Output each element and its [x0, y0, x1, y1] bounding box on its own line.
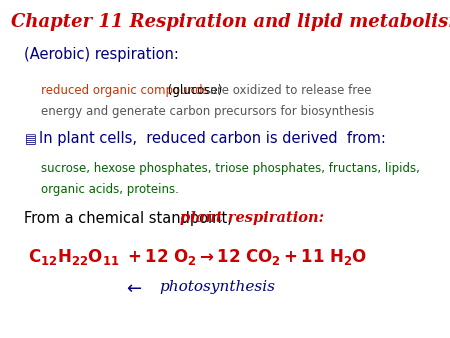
Text: photosynthesis: photosynthesis	[159, 280, 275, 294]
Text: (Aerobic) respiration:: (Aerobic) respiration:	[24, 47, 179, 62]
Text: From a chemical standpoint,: From a chemical standpoint,	[24, 211, 237, 226]
Text: energy and generate carbon precursors for biosynthesis: energy and generate carbon precursors fo…	[41, 105, 374, 118]
Text: sucrose, hexose phosphates, triose phosphates, fructans, lipids,: sucrose, hexose phosphates, triose phosp…	[41, 162, 420, 175]
Text: reduced organic compounds: reduced organic compounds	[41, 83, 209, 97]
Text: plant respiration:: plant respiration:	[180, 211, 324, 225]
Text: organic acids, proteins.: organic acids, proteins.	[41, 184, 179, 196]
Text: ▤: ▤	[24, 133, 36, 146]
Text: ←: ←	[126, 280, 142, 298]
Text: (glucose): (glucose)	[164, 83, 222, 97]
Text: In plant cells,  reduced carbon is derived  from:: In plant cells, reduced carbon is derive…	[39, 131, 386, 146]
Text: $\mathbf{C_{12}H_{22}O_{11}}$$\mathbf{\ +12\ O_2 \rightarrow 12\ CO_2 + 11\ H_2O: $\mathbf{C_{12}H_{22}O_{11}}$$\mathbf{\ …	[28, 247, 367, 267]
Text: Chapter 11 Respiration and lipid metabolism: Chapter 11 Respiration and lipid metabol…	[11, 13, 450, 31]
Text: are oxidized to release free: are oxidized to release free	[206, 83, 372, 97]
